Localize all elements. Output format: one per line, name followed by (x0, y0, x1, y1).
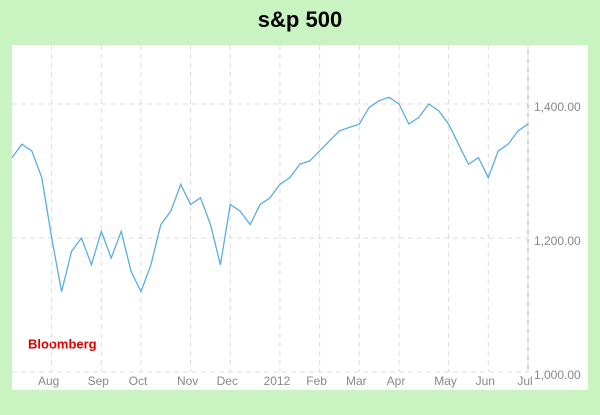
y-tick-label: 1,200.00 (534, 234, 581, 248)
x-tick-label: Mar (346, 374, 367, 388)
chart-title: s&p 500 (258, 7, 342, 32)
x-tick-label: Apr (387, 374, 406, 388)
x-tick-label: May (434, 374, 457, 388)
x-tick-label: Nov (177, 374, 198, 388)
x-tick-label: Aug (38, 374, 59, 388)
x-tick-label: Sep (88, 374, 110, 388)
plot-area (12, 45, 528, 372)
line-series (11, 96, 529, 294)
x-tick-label: 2012 (264, 374, 291, 388)
x-tick-label: Feb (306, 374, 327, 388)
x-tick-label: Oct (129, 374, 148, 388)
x-tick-label: Jul (517, 374, 532, 388)
x-tick-label: Dec (217, 374, 238, 388)
annotation: Bloomberg (28, 336, 97, 351)
x-tick-label: Jun (476, 374, 495, 388)
y-tick-label: 1,000.00 (534, 368, 581, 382)
x-axis-area (12, 372, 588, 390)
y-tick-label: 1,400.00 (534, 100, 581, 114)
axis-area (528, 45, 588, 390)
